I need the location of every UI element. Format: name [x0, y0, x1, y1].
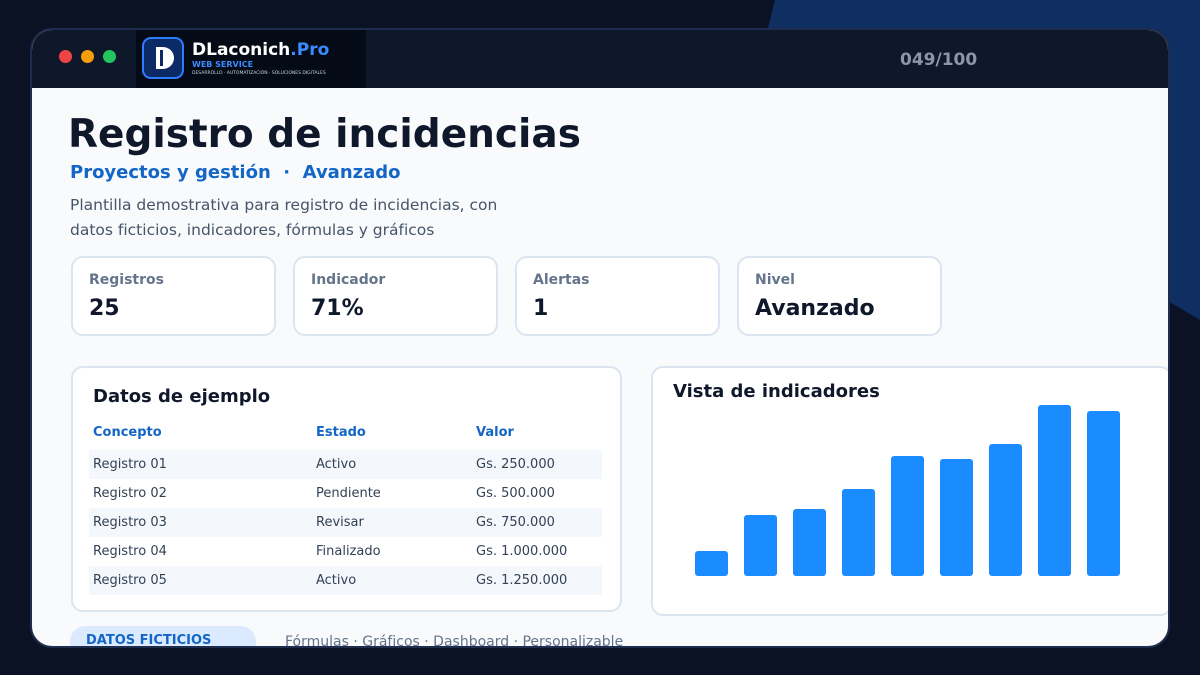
brand: DLaconich.Pro: [192, 40, 329, 60]
brand-sub: WEB SERVICE: [192, 60, 254, 69]
bar: [891, 456, 924, 576]
footer-tags: Fórmulas · Gráficos · Dashboard · Person…: [285, 634, 624, 648]
stat-value: 25: [89, 296, 120, 321]
chart-card: Vista de indicadores: [651, 366, 1168, 616]
cell: Gs. 750.000: [476, 515, 555, 530]
stat-card: Nivel Avanzado: [737, 256, 942, 336]
stat-label: Indicador: [311, 272, 386, 288]
brand-name: DLaconich: [192, 40, 291, 60]
row-background: [89, 508, 602, 537]
bar: [842, 489, 875, 576]
stat-label: Nivel: [755, 272, 795, 288]
row-background: [89, 566, 602, 595]
stat-value: 71%: [311, 296, 364, 321]
bar: [695, 551, 728, 576]
counter: 049/100: [900, 50, 978, 70]
brand-tagline: DESARROLLO · AUTOMATIZACIÓN · SOLUCIONES…: [192, 71, 326, 76]
logo-icon: [142, 37, 184, 79]
cell: Registro 05: [93, 573, 167, 588]
stat-card: Indicador 71%: [293, 256, 498, 336]
description: Plantilla demostrativa para registro de …: [70, 196, 498, 239]
cell: Registro 02: [93, 486, 167, 501]
chart-title: Vista de indicadores: [673, 381, 880, 402]
table-title: Datos de ejemplo: [93, 386, 271, 407]
cell: Revisar: [316, 515, 364, 530]
cell: Registro 03: [93, 515, 167, 530]
bar: [793, 509, 826, 576]
cell: Gs. 1.250.000: [476, 573, 568, 588]
bar: [1038, 405, 1071, 576]
minimize-dot[interactable]: [81, 50, 94, 63]
bar: [1087, 411, 1120, 576]
column-header: Concepto: [93, 425, 162, 440]
column-header: Valor: [476, 425, 514, 440]
cell: Gs. 500.000: [476, 486, 555, 501]
title-bar: DLaconich.Pro WEB SERVICE DESARROLLO · A…: [32, 30, 1168, 88]
cell: Activo: [316, 457, 357, 472]
stat-card: Registros 25: [71, 256, 276, 336]
bar: [940, 459, 973, 576]
cell: Pendiente: [316, 486, 381, 501]
maximize-dot[interactable]: [103, 50, 116, 63]
stat-value: 1: [533, 296, 549, 321]
badge: DATOS FICTICIOS: [70, 626, 256, 646]
row-background: [89, 450, 602, 479]
stat-label: Registros: [89, 272, 164, 288]
cell: Registro 01: [93, 457, 167, 472]
table-card: Datos de ejemplo Concepto Estado Valor Regi…: [71, 366, 622, 612]
bar-chart: [695, 405, 1120, 576]
subtitle: Proyectos y gestión · Avanzado: [70, 162, 401, 183]
window: DLaconich.Pro WEB SERVICE DESARROLLO · A…: [30, 28, 1170, 648]
column-header: Estado: [316, 425, 366, 440]
cell: Finalizado: [316, 544, 381, 559]
bar: [744, 515, 777, 576]
logo: DLaconich.Pro WEB SERVICE DESARROLLO · A…: [136, 30, 366, 88]
cell: Gs. 1.000.000: [476, 544, 568, 559]
bar: [989, 444, 1022, 576]
stat-value: Avanzado: [755, 296, 875, 321]
cell: Gs. 250.000: [476, 457, 555, 472]
cell: Registro 04: [93, 544, 167, 559]
brand-suffix: .Pro: [290, 40, 330, 60]
stat-card: Alertas 1: [515, 256, 720, 336]
title: Registro de incidencias: [68, 112, 581, 157]
stat-label: Alertas: [533, 272, 590, 288]
cell: Activo: [316, 573, 357, 588]
close-dot[interactable]: [59, 50, 72, 63]
